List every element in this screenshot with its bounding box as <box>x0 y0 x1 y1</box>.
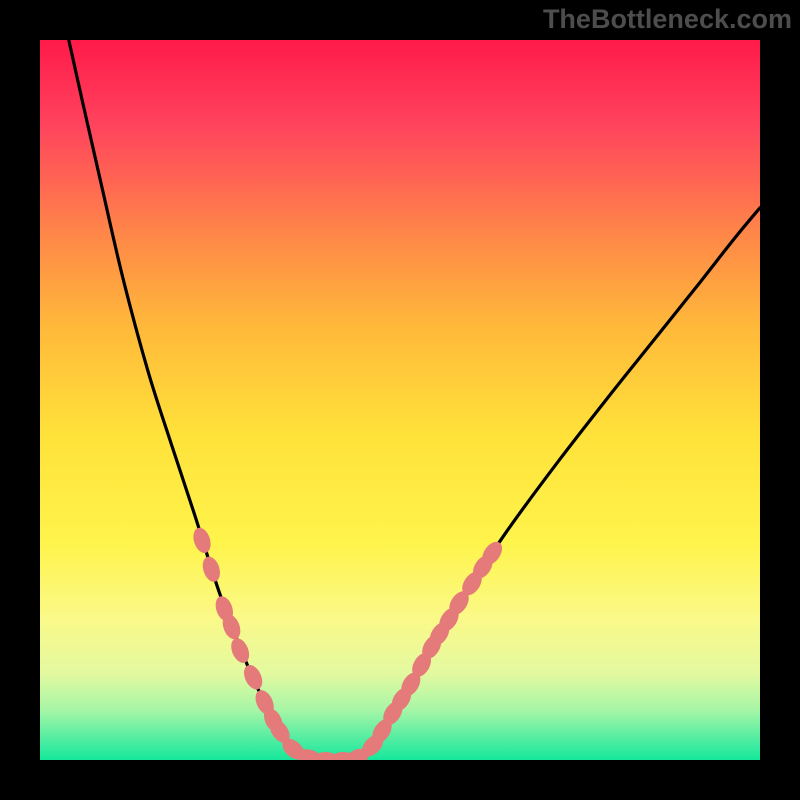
chart-background-gradient <box>40 40 760 760</box>
watermark-text: TheBottleneck.com <box>543 4 792 35</box>
chart-svg <box>0 0 800 800</box>
chart-root: TheBottleneck.com <box>0 0 800 800</box>
